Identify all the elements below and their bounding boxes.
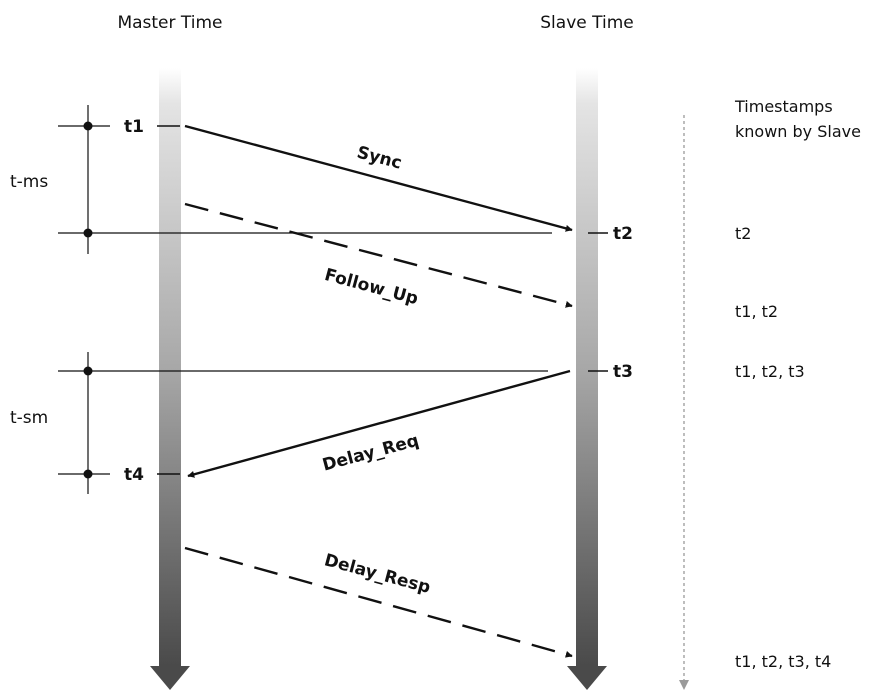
slave-timeline [567, 68, 607, 690]
master-time-header: Master Time [117, 13, 222, 33]
delay-resp-message-arrow [184, 546, 573, 658]
slave-time-header: Slave Time [540, 13, 633, 33]
follow-up-message-label: Follow_Up [322, 265, 420, 309]
known-after-follow-up: t1, t2 [735, 302, 778, 321]
t-sm-label: t-sm [10, 408, 48, 428]
sync-message-label: Sync [355, 143, 404, 174]
follow-up-message-arrow [184, 202, 573, 308]
delay-req-message-label: Delay_Req [320, 431, 421, 476]
known-timestamps-header-line2: known by Slave [735, 122, 861, 141]
known-timestamps-header-line1: Timestamps [734, 97, 833, 116]
t2-label: t2 [613, 224, 633, 244]
sync-message-arrow [184, 124, 573, 232]
t3-label: t3 [613, 362, 633, 382]
t4-label: t4 [124, 465, 144, 485]
time-progress-arrow [679, 115, 689, 690]
known-after-delay-resp: t1, t2, t3, t4 [735, 652, 831, 671]
known-after-delay-req: t1, t2, t3 [735, 362, 805, 381]
master-timeline [150, 68, 190, 690]
delay-req-message-arrow [187, 369, 571, 478]
t-sm-bracket [58, 352, 110, 494]
t-ms-bracket [58, 105, 110, 254]
t-ms-label: t-ms [10, 172, 48, 192]
t1-label: t1 [124, 117, 144, 137]
known-after-sync: t2 [735, 224, 751, 243]
